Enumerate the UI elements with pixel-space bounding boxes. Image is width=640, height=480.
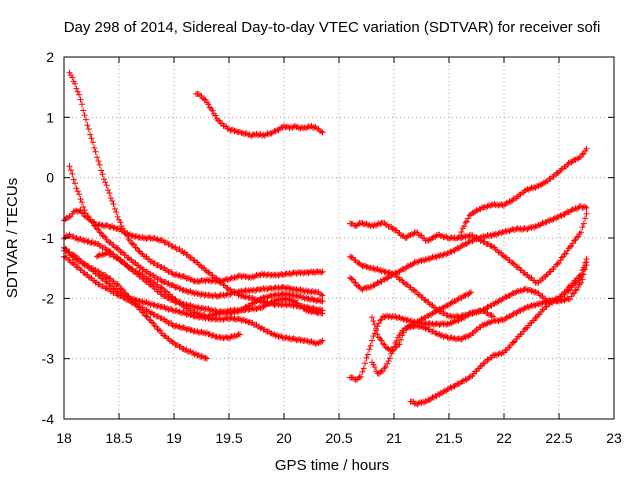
y-tick-label: 2: [46, 49, 54, 65]
x-tick-label: 21.5: [435, 430, 462, 446]
x-tick-label: 22.5: [545, 430, 572, 446]
x-axis-title: GPS time / hours: [275, 457, 389, 474]
series-s10: [347, 210, 590, 286]
x-tick-label: 18: [56, 430, 72, 446]
chart-title: Day 298 of 2014, Sidereal Day-to-day VTE…: [64, 19, 601, 36]
series-markers: [457, 145, 590, 239]
series-s15: [369, 289, 474, 377]
y-axis-title: SDTVAR / TECUs: [4, 178, 21, 298]
x-tick-label: 21: [386, 430, 402, 446]
series-markers: [193, 90, 326, 140]
x-tick-label: 20.5: [325, 430, 352, 446]
data-series: [61, 69, 590, 408]
y-tick-label: -4: [42, 411, 55, 427]
x-tick-label: 19.5: [215, 430, 242, 446]
series-markers: [347, 210, 590, 286]
y-tick-label: -3: [42, 351, 55, 367]
series-s17: [407, 259, 590, 408]
x-tick-label: 23: [606, 430, 622, 446]
series-s12: [347, 203, 590, 293]
x-tick-label: 18.5: [105, 430, 132, 446]
y-tick-label: -2: [42, 290, 55, 306]
y-tick-label: 0: [46, 170, 54, 186]
series-s11: [347, 253, 590, 321]
series-markers: [407, 259, 590, 408]
series-s8: [94, 249, 326, 321]
y-tick-label: 1: [46, 109, 54, 125]
y-tick-label: -1: [42, 230, 55, 246]
series-markers: [347, 253, 590, 321]
x-tick-label: 20: [276, 430, 292, 446]
series-s2: [66, 163, 326, 300]
series-markers: [66, 163, 326, 300]
series-markers: [347, 203, 590, 293]
x-tick-label: 22: [496, 430, 512, 446]
series-s16: [457, 145, 590, 239]
axis-ticks: 18 18.5 19 19.5 20 20.5 21 21.5 22 22.5 23210-1-2-…: [42, 49, 622, 446]
series-markers: [369, 289, 474, 377]
series-markers: [94, 249, 326, 321]
x-tick-label: 19: [166, 430, 182, 446]
series-s9: [193, 90, 326, 140]
